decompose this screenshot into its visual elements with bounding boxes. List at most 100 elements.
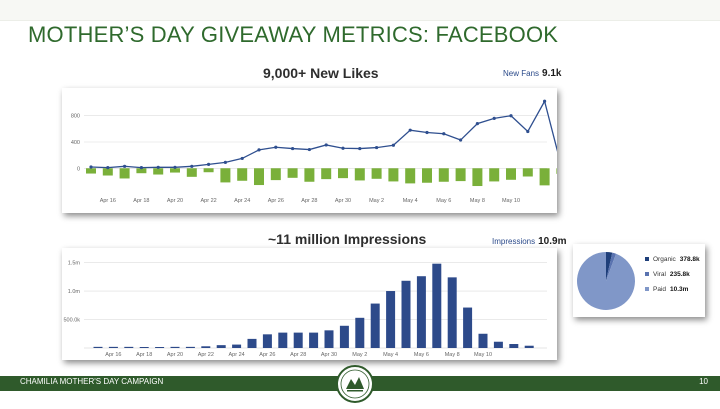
line-point (89, 165, 93, 169)
pie-slice-viral (606, 252, 617, 281)
pie-slice-organic (606, 252, 613, 281)
line-point (274, 145, 278, 149)
x-tick-label: Apr 28 (301, 198, 317, 204)
new-likes-line (90, 99, 563, 169)
impressions-bar (386, 291, 396, 348)
likes-chart-panel: 800 400 0 Apr 16 Apr 18 Apr 20 Apr 22 Apr 24 Apr… (62, 88, 567, 213)
impressions-caption: ~11 million Impressions (268, 231, 427, 247)
impressions-bar (370, 303, 380, 348)
line-point (123, 164, 127, 168)
fan-bar (270, 168, 281, 181)
impressions-bar (509, 344, 519, 348)
legend-item-viral: Viral 235.8k (645, 271, 690, 278)
x-tick-label: May 6 (436, 198, 451, 204)
impressions-bar (247, 338, 257, 348)
line-point (459, 138, 463, 142)
impressions-bar (170, 346, 180, 348)
line-point (173, 165, 177, 169)
line-point (543, 99, 547, 103)
x-tick-label: Apr 16 (105, 352, 121, 358)
x-tick-label: May 8 (445, 352, 460, 358)
x-tick-label: Apr 24 (228, 352, 244, 358)
impressions-bar (324, 330, 334, 348)
x-tick-label: Apr 20 (167, 352, 183, 358)
new-fans-stat: New Fans 9.1k (503, 68, 561, 79)
fan-bar (220, 168, 231, 183)
x-tick-label: May 10 (502, 198, 520, 204)
fan-bar (506, 168, 516, 180)
x-tick-label: Apr 30 (335, 198, 351, 204)
fan-bar (237, 168, 248, 181)
new-fans-value: 9.1k (542, 68, 562, 79)
fan-bar (170, 168, 180, 173)
line-point (492, 116, 496, 120)
impressions-breakdown-panel: Organic 378.8k Viral 235.8k Paid 10.3m (573, 244, 705, 317)
fan-bar (338, 168, 348, 179)
legend-item-paid: Paid 10.3m (645, 286, 688, 293)
fan-bar (556, 168, 567, 174)
fan-bar (455, 168, 466, 182)
fan-bar (539, 168, 550, 186)
x-tick-label: Apr 22 (200, 198, 216, 204)
x-tick-label: Apr 26 (259, 352, 275, 358)
impressions-bar (416, 276, 426, 348)
fan-bar (119, 168, 130, 179)
fan-bar (405, 168, 416, 184)
line-point (291, 146, 295, 151)
x-tick-label: Apr 26 (268, 198, 284, 204)
impressions-bar (432, 263, 442, 348)
x-tick-label: May 8 (470, 198, 485, 204)
fan-bar (321, 168, 332, 180)
impressions-bar (447, 277, 457, 348)
impressions-bar (339, 325, 349, 348)
line-point (139, 166, 143, 170)
slide-title: MOTHER’S DAY GIVEAWAY METRICS: FACEBOOK (28, 22, 559, 47)
impressions-bar (185, 346, 195, 348)
line-point (408, 128, 412, 132)
fan-bar (438, 168, 449, 182)
impressions-bar (216, 345, 226, 348)
impressions-bar (309, 332, 319, 348)
legend-label: Paid (653, 286, 667, 293)
line-point (223, 160, 227, 164)
likes-chart: 800 400 0 Apr 16 Apr 18 Apr 20 Apr 22 Apr 24 Apr… (71, 99, 567, 204)
line-point (509, 114, 513, 118)
impressions-bar (93, 346, 103, 348)
fan-bar (371, 168, 382, 179)
impressions-chart-panel: 1.5m 1.0m 500.0k Apr 16 Apr 18 Apr 20 Apr 22 Ap… (62, 248, 557, 360)
impressions-bar (108, 346, 118, 348)
page-number: 10 (699, 377, 708, 386)
line-point (190, 164, 194, 168)
fan-bar (354, 168, 365, 181)
line-point (324, 143, 328, 147)
legend-item-organic: Organic 378.8k (645, 256, 700, 263)
legend-swatch (645, 272, 649, 277)
impressions-label: Impressions (492, 237, 536, 246)
likes-caption: 9,000+ New Likes (263, 65, 379, 81)
line-point (257, 148, 261, 152)
impressions-value: 10.9m (538, 236, 567, 247)
x-tick-label: Apr 18 (133, 198, 149, 204)
legend-value: 10.3m (670, 286, 689, 293)
impressions-bar (232, 344, 242, 348)
impressions-bar (139, 347, 149, 348)
line-point (358, 146, 362, 151)
x-tick-label: Apr 18 (136, 352, 152, 358)
fan-bar (304, 168, 315, 182)
impressions-bar (201, 346, 211, 348)
y-tick-label: 400 (71, 140, 80, 146)
impressions-bar (124, 346, 134, 348)
x-tick-label: Apr 16 (100, 198, 116, 204)
line-point (526, 129, 530, 134)
fan-bar (388, 168, 399, 182)
fan-bar (287, 168, 298, 178)
fan-bar (186, 168, 197, 177)
legend-value: 235.8k (669, 271, 690, 278)
impressions-chart: 1.5m 1.0m 500.0k Apr 16 Apr 18 Apr 20 Apr 22 Ap… (63, 261, 547, 358)
x-tick-label: May 4 (383, 352, 398, 358)
legend-value: 378.8k (679, 256, 700, 263)
x-tick-label: Apr 24 (234, 198, 250, 204)
y-tick-label: 800 (71, 114, 80, 120)
legend-label: Organic (653, 256, 676, 263)
fan-bar (254, 168, 264, 186)
